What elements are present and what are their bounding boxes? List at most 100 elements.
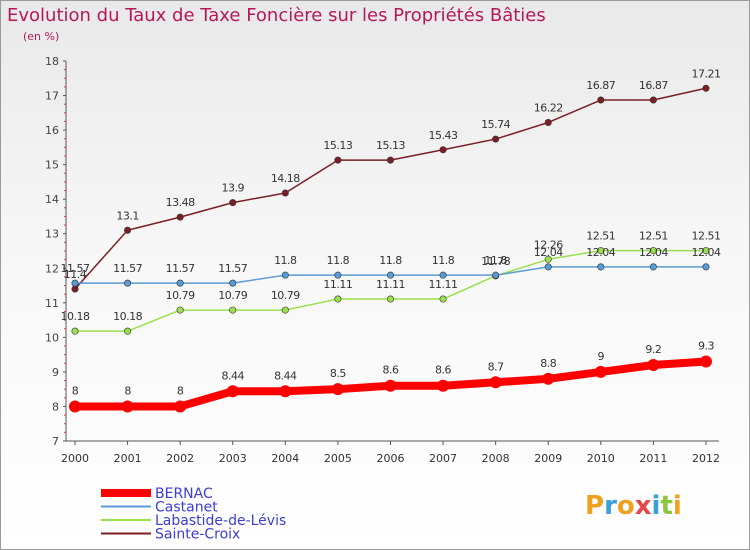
data-point xyxy=(597,96,605,104)
data-point xyxy=(384,379,397,392)
data-label: 15.13 xyxy=(376,139,405,152)
data-point xyxy=(544,263,552,271)
data-label: 11.8 xyxy=(432,254,455,267)
data-label: 8.7 xyxy=(488,360,504,373)
data-point xyxy=(226,385,239,398)
data-label: 9 xyxy=(598,350,605,363)
data-label: 12.51 xyxy=(639,230,668,243)
y-tick-label: 18 xyxy=(45,55,59,68)
data-point xyxy=(386,156,394,164)
data-point xyxy=(544,118,552,126)
legend-label: Labastide-de-Lévis xyxy=(155,513,286,529)
y-tick-label: 15 xyxy=(45,159,59,172)
legend-label: Castanet xyxy=(155,500,218,516)
x-tick-label: 2011 xyxy=(639,452,667,465)
data-point xyxy=(71,279,79,287)
y-tick-label: 17 xyxy=(45,90,59,103)
data-point xyxy=(279,385,292,398)
data-label: 11.57 xyxy=(166,262,195,275)
data-point xyxy=(229,279,237,287)
x-tick-label: 2009 xyxy=(534,452,562,465)
data-point xyxy=(124,327,132,335)
data-point xyxy=(176,213,184,221)
data-point xyxy=(439,146,447,154)
data-point xyxy=(702,247,710,255)
data-point xyxy=(331,383,344,396)
x-tick-label: 2000 xyxy=(61,452,89,465)
data-label: 11.11 xyxy=(376,278,405,291)
data-label: 11.11 xyxy=(429,278,458,291)
data-point xyxy=(649,247,657,255)
data-point xyxy=(386,271,394,279)
data-point xyxy=(334,271,342,279)
data-label: 15.43 xyxy=(429,129,458,142)
data-label: 10.79 xyxy=(271,289,300,302)
data-point xyxy=(597,247,605,255)
y-tick-label: 13 xyxy=(45,228,59,241)
x-tick-label: 2008 xyxy=(482,452,510,465)
data-label: 10.79 xyxy=(166,289,195,302)
y-tick-label: 11 xyxy=(45,297,59,310)
data-point xyxy=(594,365,607,378)
y-tick-label: 12 xyxy=(45,262,59,275)
x-tick-label: 2003 xyxy=(219,452,247,465)
data-label: 8.44 xyxy=(221,369,244,382)
x-tick-label: 2005 xyxy=(324,452,352,465)
data-point xyxy=(281,189,289,197)
y-tick-label: 14 xyxy=(45,193,59,206)
data-point xyxy=(229,199,237,207)
data-label: 15.13 xyxy=(323,139,352,152)
data-label: 11.57 xyxy=(218,262,247,275)
data-point xyxy=(649,263,657,271)
data-label: 11.57 xyxy=(113,262,142,275)
data-point xyxy=(334,295,342,303)
data-point xyxy=(386,295,394,303)
data-label: 11.8 xyxy=(379,254,402,267)
data-point xyxy=(69,400,81,413)
chart-subtitle: (en %) xyxy=(23,30,60,43)
legend-label: BERNAC xyxy=(155,486,213,502)
data-label: 8.6 xyxy=(382,364,398,377)
y-tick-label: 7 xyxy=(52,435,59,448)
data-label: 17.21 xyxy=(691,67,720,80)
data-label: 13.1 xyxy=(116,209,139,222)
data-label: 11.4 xyxy=(64,268,87,281)
data-label: 13.48 xyxy=(166,196,195,209)
x-tick-label: 2002 xyxy=(166,452,194,465)
data-label: 13.9 xyxy=(221,182,244,195)
data-label: 11.8 xyxy=(484,254,507,267)
data-label: 12.26 xyxy=(534,238,563,251)
data-point xyxy=(71,327,79,335)
data-point xyxy=(439,271,447,279)
data-point xyxy=(176,279,184,287)
data-label: 10.79 xyxy=(218,289,247,302)
data-label: 8.8 xyxy=(540,357,556,370)
y-tick-label: 9 xyxy=(52,366,59,379)
data-label: 12.04 xyxy=(691,246,720,259)
data-point xyxy=(699,355,712,368)
data-label: 11.57 xyxy=(61,262,90,275)
data-label: 8 xyxy=(124,384,131,397)
data-label: 12.04 xyxy=(534,246,563,259)
data-point xyxy=(647,359,660,371)
x-tick-label: 2012 xyxy=(692,452,720,465)
data-point xyxy=(124,279,132,287)
x-tick-label: 2001 xyxy=(114,452,142,465)
x-tick-label: 2010 xyxy=(587,452,615,465)
data-label: 11.8 xyxy=(327,254,350,267)
data-point xyxy=(544,255,552,263)
data-label: 12.04 xyxy=(586,246,615,259)
data-point xyxy=(597,263,605,271)
data-label: 8 xyxy=(177,384,184,397)
data-point xyxy=(437,379,450,392)
legend-label: Sainte-Croix xyxy=(155,527,240,543)
data-point xyxy=(71,285,79,293)
data-point xyxy=(702,263,710,271)
data-label: 16.22 xyxy=(534,101,563,114)
data-label: 12.51 xyxy=(586,230,615,243)
x-tick-label: 2004 xyxy=(271,452,299,465)
data-label: 15.74 xyxy=(481,118,510,131)
brand-logo: Proxiti xyxy=(585,491,682,521)
